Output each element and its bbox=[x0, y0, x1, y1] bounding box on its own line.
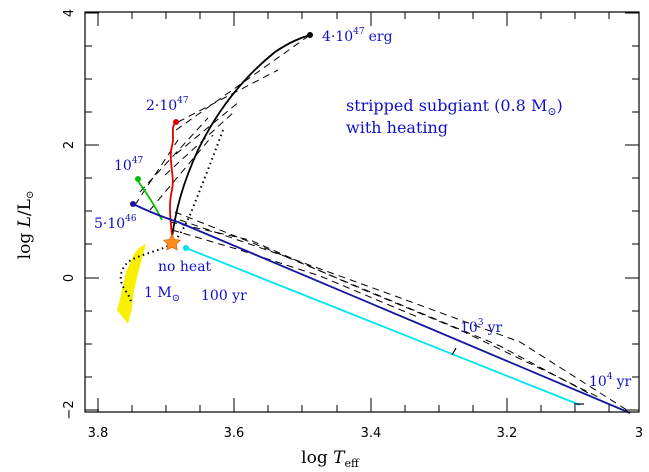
label-1e47: 1047 bbox=[114, 156, 144, 174]
dashed-isochrones bbox=[134, 34, 631, 413]
title-line-2: with heating bbox=[346, 118, 448, 137]
x-tick-label: 3 bbox=[635, 426, 643, 441]
dashed-line bbox=[164, 110, 236, 176]
label-no-heat: no heat bbox=[158, 259, 212, 275]
endpoint-no-heat-dot bbox=[183, 245, 189, 251]
dashed-line bbox=[179, 219, 631, 413]
dashed-line bbox=[149, 134, 214, 211]
track-4e47 bbox=[171, 34, 311, 238]
x-tick-label: 3.8 bbox=[88, 426, 109, 441]
label-2e47: 2·1047 bbox=[146, 96, 189, 114]
endpoint-5e46-dot bbox=[130, 201, 136, 207]
y-tick-label: 2 bbox=[62, 141, 77, 149]
dotted-track bbox=[119, 129, 224, 305]
y-tick-label: 0 bbox=[62, 274, 77, 282]
tick-mark-1e3 bbox=[451, 347, 457, 356]
endpoint-4e47-dot bbox=[307, 32, 313, 38]
label-5e46: 5·1046 bbox=[94, 214, 137, 232]
x-tick-label: 3.2 bbox=[497, 426, 518, 441]
track-5e46 bbox=[132, 203, 631, 414]
x-tick-label: 3.4 bbox=[361, 426, 382, 441]
title-line-1: stripped subgiant (0.8 M⊙) bbox=[346, 96, 563, 118]
label-100-yr: 100 yr bbox=[201, 288, 247, 304]
y-axis-title: log L/L⊙ bbox=[15, 191, 36, 260]
endpoint-1e47-dot bbox=[135, 176, 141, 182]
x-axis-title: log Teff bbox=[301, 448, 360, 470]
dashed-line bbox=[171, 229, 421, 319]
dashed-line bbox=[177, 69, 279, 123]
track-2e47 bbox=[169, 121, 177, 238]
dashed-line bbox=[174, 211, 591, 395]
label-1-msun: 1 M⊙ bbox=[144, 285, 180, 304]
plot-frame bbox=[84, 11, 640, 413]
label-1e4-yr: 104 yr bbox=[589, 372, 631, 390]
x-tick-label: 3.6 bbox=[224, 426, 245, 441]
dashed-line bbox=[175, 100, 241, 155]
one-msun-region bbox=[117, 244, 146, 324]
y-tick-label: 4 bbox=[62, 9, 77, 17]
label-1e3-yr: 103 yr bbox=[460, 318, 502, 336]
dashed-line bbox=[175, 34, 311, 131]
track-no-heat bbox=[185, 247, 581, 406]
label-4e47-erg: 4·1047 erg bbox=[322, 27, 393, 45]
start-star-marker bbox=[162, 233, 182, 251]
axis-ticks bbox=[85, 12, 640, 412]
endpoint-2e47-dot bbox=[173, 119, 179, 125]
y-tick-label: −2 bbox=[62, 400, 77, 419]
